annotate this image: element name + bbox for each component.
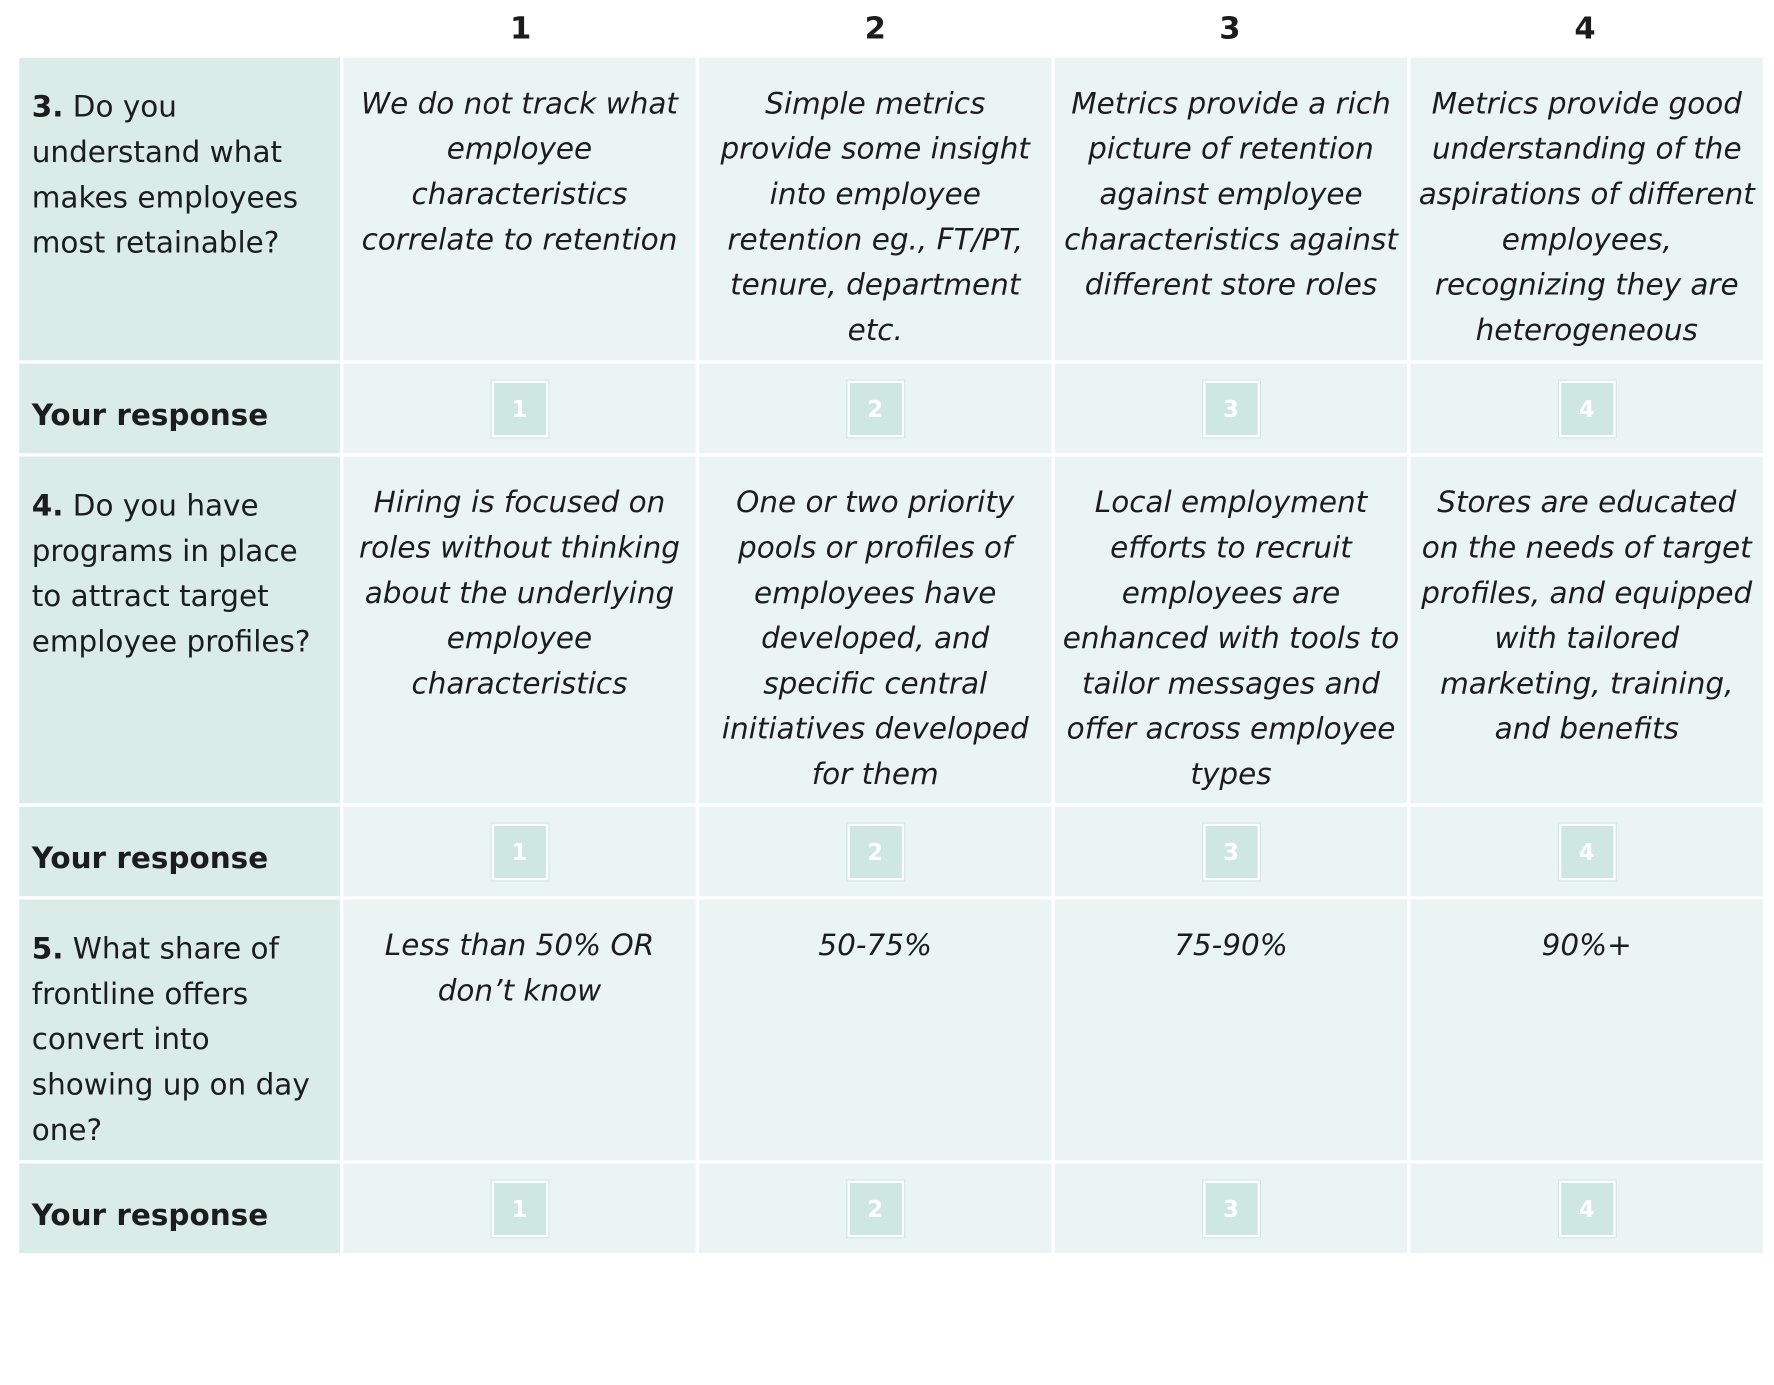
response-option-3[interactable]: 3 xyxy=(1202,380,1260,437)
response-option-3[interactable]: 3 xyxy=(1202,1180,1260,1237)
assessment-table: 3. Do you understand what makes employee… xyxy=(16,54,1766,1256)
level-3-description: Local employment efforts to recruit empl… xyxy=(1054,456,1408,804)
question-row-5: 5. What share of frontline offers conver… xyxy=(19,899,1763,1161)
response-row-5: Your response 1 2 3 4 xyxy=(19,1163,1763,1254)
response-option-2[interactable]: 2 xyxy=(846,823,904,880)
level-1-description: Less than 50% OR don’t know xyxy=(343,899,696,1161)
column-header-1: 1 xyxy=(509,10,532,46)
response-option-3[interactable]: 3 xyxy=(1202,823,1260,880)
response-option-1[interactable]: 1 xyxy=(491,1180,548,1237)
question-row-3: 3. Do you understand what makes employee… xyxy=(19,57,1763,361)
level-1-description: Hiring is focused on roles without think… xyxy=(343,456,696,804)
response-option-1[interactable]: 1 xyxy=(491,823,548,880)
question-number: 5. xyxy=(31,932,64,967)
column-header-3: 3 xyxy=(1219,10,1241,46)
question-number: 4. xyxy=(31,489,64,524)
response-label: Your response xyxy=(19,806,340,897)
question-number: 3. xyxy=(31,90,64,125)
level-4-description: 90%+ xyxy=(1410,899,1763,1161)
question-cell: 3. Do you understand what makes employee… xyxy=(19,57,340,361)
column-header-2: 2 xyxy=(864,10,886,46)
column-header-4: 4 xyxy=(1574,10,1596,46)
column-header-row: 1 2 3 4 xyxy=(19,0,1763,54)
question-cell: 5. What share of frontline offers conver… xyxy=(19,899,340,1161)
response-row-4: Your response 1 2 3 4 xyxy=(19,806,1763,897)
level-2-description: 50-75% xyxy=(699,899,1052,1161)
question-text: Do you have programs in place to attract… xyxy=(31,489,311,660)
response-option-4[interactable]: 4 xyxy=(1558,1180,1616,1237)
response-label: Your response xyxy=(19,363,340,454)
level-2-description: One or two priority pools or profiles of… xyxy=(699,456,1052,804)
response-option-4[interactable]: 4 xyxy=(1558,823,1616,880)
maturity-assessment: 1 2 3 4 3. Do you understand what makes … xyxy=(19,0,1763,1256)
response-label: Your response xyxy=(19,1163,340,1254)
question-text: What share of frontline offers convert i… xyxy=(31,932,310,1148)
question-cell: 4. Do you have programs in place to attr… xyxy=(19,456,340,804)
response-option-4[interactable]: 4 xyxy=(1558,380,1616,437)
level-3-description: 75-90% xyxy=(1054,899,1408,1161)
question-row-4: 4. Do you have programs in place to attr… xyxy=(19,456,1763,804)
response-row-3: Your response 1 2 3 4 xyxy=(19,363,1763,454)
level-3-description: Metrics provide a rich picture of retent… xyxy=(1054,57,1408,361)
level-2-description: Simple metrics provide some insight into… xyxy=(699,57,1052,361)
question-text: Do you understand what makes employees m… xyxy=(31,90,299,261)
response-option-1[interactable]: 1 xyxy=(491,380,548,437)
level-1-description: We do not track what employee characteri… xyxy=(343,57,696,361)
response-option-2[interactable]: 2 xyxy=(846,1180,904,1237)
response-option-2[interactable]: 2 xyxy=(846,380,904,437)
level-4-description: Metrics provide good understanding of th… xyxy=(1410,57,1763,361)
level-4-description: Stores are educated on the needs of targ… xyxy=(1410,456,1763,804)
